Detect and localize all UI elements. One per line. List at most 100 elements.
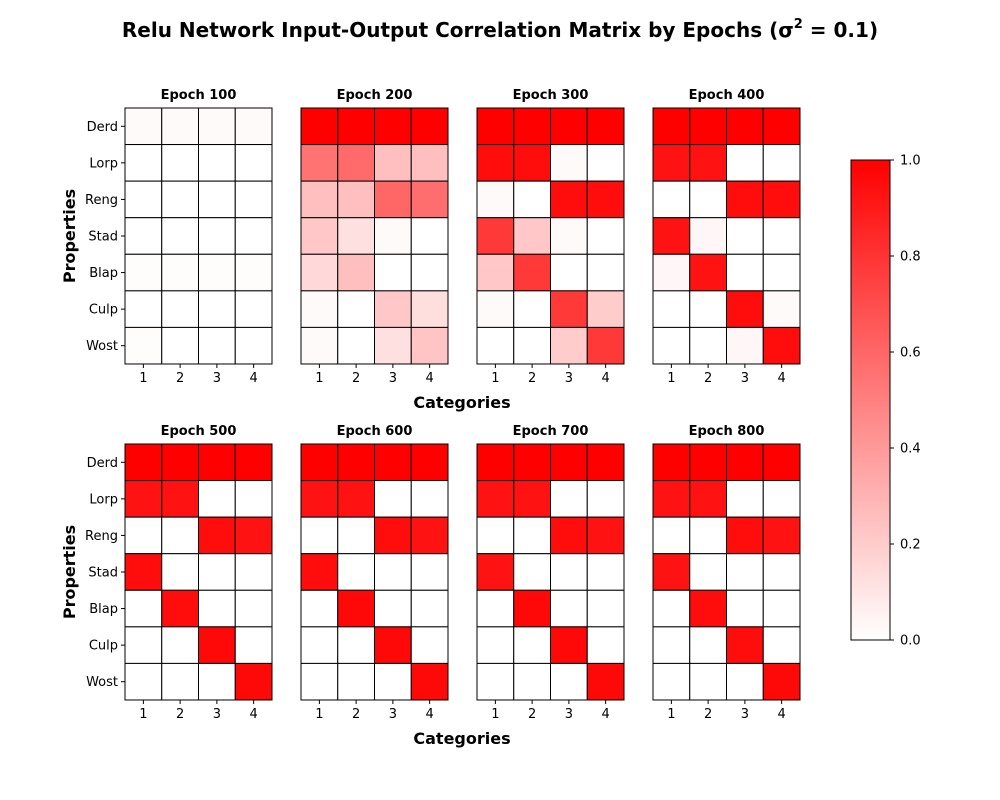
heatmap-cell	[300, 180, 339, 219]
x-axis-label: Categories	[413, 729, 510, 748]
heatmap-cell	[652, 326, 691, 365]
heatmap-cell	[652, 144, 691, 182]
heatmap-cell	[726, 589, 764, 628]
heatmap-cell	[374, 144, 412, 182]
colorbar-tick-label: 0.8	[900, 250, 921, 265]
heatmap-cell	[337, 326, 375, 365]
heatmap-cell	[689, 480, 727, 518]
heatmap-cell	[652, 107, 691, 146]
heatmap-cell	[513, 253, 551, 292]
heatmap-cell	[337, 443, 375, 482]
heatmap-cell	[689, 217, 727, 255]
heatmap-cell	[726, 443, 764, 482]
heatmap-cell	[410, 443, 449, 482]
heatmap-cell	[689, 326, 727, 365]
heatmap-cell	[124, 626, 163, 664]
heatmap-cell	[374, 290, 412, 328]
colorbar-tick-label: 0.4	[900, 442, 921, 457]
heatmap-cell	[689, 662, 727, 701]
heatmap-cell	[198, 516, 236, 555]
heatmap-cell	[762, 107, 801, 146]
heatmap-cell	[550, 516, 588, 555]
y-tick-label: Stad	[88, 565, 118, 580]
y-tick-label: Reng	[85, 193, 118, 208]
heatmap-cell	[198, 662, 236, 701]
heatmap-cell	[550, 443, 588, 482]
heatmap-panels: Epoch 100 1 2 3 4 Derd Lorp Reng Stad Blap Culp Wos…	[85, 88, 801, 722]
heatmap-cell	[762, 443, 801, 482]
heatmap-cell	[337, 480, 375, 518]
heatmap-cell	[198, 107, 236, 146]
colorbar-tick-label: 0.0	[900, 634, 921, 649]
heatmap-cell	[476, 107, 515, 146]
x-tick-label: 4	[777, 707, 785, 722]
heatmap-cell	[410, 253, 449, 292]
heatmap-cell	[300, 443, 339, 482]
y-tick-label: Blap	[89, 602, 118, 617]
heatmap-cell	[476, 480, 515, 518]
heatmap-cell	[726, 253, 764, 292]
colorbar-tick-label: 0.6	[900, 346, 921, 361]
heatmap-cell	[337, 626, 375, 664]
heatmap-cell	[161, 180, 199, 219]
x-tick-label: 2	[352, 707, 360, 722]
heatmap-cell	[652, 290, 691, 328]
heatmap-cell	[689, 290, 727, 328]
heatmap-cell	[410, 290, 449, 328]
x-tick-label: 2	[704, 371, 712, 386]
x-tick-label: 3	[741, 371, 749, 386]
x-tick-label: 1	[139, 371, 147, 386]
heatmap-cell	[374, 326, 412, 365]
heatmap-cell	[726, 553, 764, 591]
heatmap-cell	[726, 290, 764, 328]
heatmap-cell	[726, 516, 764, 555]
heatmap-cell	[652, 589, 691, 628]
x-tick-label: 4	[425, 707, 433, 722]
heatmap-cell	[198, 589, 236, 628]
heatmap-cell	[198, 290, 236, 328]
y-tick-label: Derd	[87, 456, 118, 471]
heatmap-cell	[124, 662, 163, 701]
heatmap-cell	[234, 290, 273, 328]
panel-title: Epoch 700	[513, 424, 589, 439]
x-tick-label: 4	[425, 371, 433, 386]
heatmap-cell	[234, 516, 273, 555]
x-tick-label: 1	[667, 707, 675, 722]
heatmap-cell	[652, 180, 691, 219]
heatmap-cell	[161, 253, 199, 292]
colorbar-tick-label: 1.0	[900, 154, 921, 169]
heatmap-cell	[652, 253, 691, 292]
heatmap-cell	[476, 253, 515, 292]
heatmap-cell	[586, 326, 625, 365]
heatmap-cell	[410, 662, 449, 701]
x-tick-label: 1	[667, 371, 675, 386]
panel-epoch-7: Epoch 700 1 2 3 4	[476, 424, 625, 722]
panel-title: Epoch 500	[161, 424, 237, 439]
heatmap-cell	[726, 180, 764, 219]
heatmap-cell	[762, 290, 801, 328]
panel-title: Epoch 200	[337, 88, 413, 103]
heatmap-cell	[337, 180, 375, 219]
heatmap-cell	[124, 180, 163, 219]
heatmap-cell	[161, 144, 199, 182]
x-tick-label: 2	[528, 707, 536, 722]
heatmap-cell	[410, 107, 449, 146]
heatmap-cell	[586, 107, 625, 146]
heatmap-cell	[586, 516, 625, 555]
heatmap-cell	[234, 553, 273, 591]
heatmap-cell	[300, 480, 339, 518]
heatmap-cell	[513, 662, 551, 701]
heatmap-cell	[652, 553, 691, 591]
heatmap-cell	[410, 180, 449, 219]
heatmap-cell	[513, 443, 551, 482]
x-tick-label: 3	[389, 707, 397, 722]
axis-labels: Categories Properties Categories Properties	[60, 189, 511, 748]
heatmap-cell	[124, 589, 163, 628]
colorbar-tick-label: 0.2	[900, 538, 921, 553]
heatmap-cell	[234, 107, 273, 146]
heatmap-cell	[476, 553, 515, 591]
heatmap-cell	[124, 144, 163, 182]
heatmap-cell	[410, 589, 449, 628]
heatmap-cell	[689, 144, 727, 182]
panel-epoch-4: Epoch 400 1 2 3 4	[652, 88, 801, 386]
